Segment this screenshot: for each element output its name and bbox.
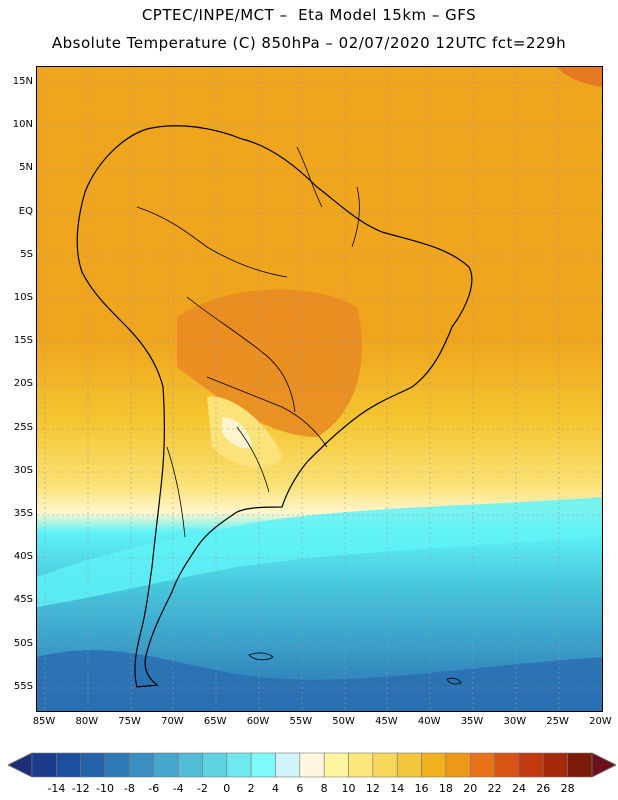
chart-title-line2: Absolute Temperature (C) 850hPa – 02/07/… xyxy=(51,34,567,52)
lon-label: 60W xyxy=(246,716,270,727)
lon-label: 45W xyxy=(375,716,398,727)
colorbar-tick-label: -12 xyxy=(71,782,90,795)
lat-label: 10S xyxy=(13,292,33,303)
colorbar-tick-label: 14 xyxy=(390,782,405,795)
colorbar-swatch xyxy=(202,752,228,778)
lat-label: 25S xyxy=(13,421,33,433)
colorbar-swatch xyxy=(445,752,471,778)
colorbar-tick-label: 26 xyxy=(536,782,551,795)
lat-label: EQ xyxy=(18,205,33,217)
lat-label: 50S xyxy=(13,637,33,649)
colorbar-tick-label: 20 xyxy=(463,782,478,795)
lon-label: 85W xyxy=(32,716,56,727)
lon-label: 75W xyxy=(118,716,141,727)
south-america-coastline xyxy=(76,125,473,688)
lon-label: 35W xyxy=(460,716,484,727)
deep-cold-region xyxy=(37,650,602,711)
colorbar-swatch xyxy=(494,752,520,778)
lon-label: 55W xyxy=(289,716,313,727)
colorbar-max-arrow xyxy=(591,752,616,778)
falkland-islands xyxy=(248,652,274,661)
colorbar-tick-label: -14 xyxy=(47,782,66,795)
colorbar-swatch xyxy=(104,752,130,778)
lat-label: 15N xyxy=(12,76,33,87)
colorbar-swatch xyxy=(567,752,593,778)
lat-label: 35S xyxy=(13,508,33,519)
lat-label: 5N xyxy=(19,162,33,174)
colorbar-tick-label: -8 xyxy=(123,782,135,795)
colorbar-swatch xyxy=(348,752,374,778)
colorbar-swatch xyxy=(323,752,349,778)
colorbar-tick-label: 8 xyxy=(320,782,328,795)
colorbar-tick-label: 10 xyxy=(341,782,356,795)
lon-label: 20W xyxy=(589,716,612,727)
colorbar-swatch xyxy=(250,752,276,778)
colorbar-tick-label: 28 xyxy=(560,782,575,795)
colorbar-swatch xyxy=(129,752,155,778)
colorbar-tick-label: 4 xyxy=(271,782,279,795)
chart-title-line1: CPTEC/INPE/MCT – Eta Model 15km – GFS xyxy=(141,6,477,24)
colorbar-tick-label: 16 xyxy=(414,782,429,795)
map-canvas xyxy=(37,67,602,711)
temperature-map xyxy=(36,66,603,712)
lon-label: 70W xyxy=(161,716,184,727)
lon-label: 80W xyxy=(75,716,99,727)
lon-label: 40W xyxy=(417,716,441,727)
colorbar-swatch xyxy=(518,752,544,778)
colorbar-tick-label: -10 xyxy=(96,782,115,795)
colorbar-tick-label: 12 xyxy=(365,782,380,795)
lat-label: 15S xyxy=(13,335,33,347)
colorbar-swatch xyxy=(226,752,252,778)
colorbar-tick-label: -2 xyxy=(196,782,208,795)
colorbar-tick-label: 2 xyxy=(247,782,255,795)
lon-label: 65W xyxy=(203,716,227,727)
colorbar-swatch xyxy=(80,752,106,778)
colorbar-tick-label: -4 xyxy=(172,782,184,795)
colorbar-swatch xyxy=(372,752,398,778)
colorbar-swatch xyxy=(299,752,325,778)
colorbar-swatch xyxy=(177,752,203,778)
south-georgia-island xyxy=(446,677,462,685)
colorbar-swatch xyxy=(396,752,422,778)
colorbar-swatch xyxy=(543,752,568,778)
lon-label: 25W xyxy=(546,716,569,727)
lat-label: 30S xyxy=(13,464,33,476)
colorbar-tick-label: 6 xyxy=(296,782,304,795)
colorbar-swatch xyxy=(31,752,57,778)
lat-label: 5S xyxy=(20,248,33,260)
lon-label: 50W xyxy=(332,716,355,727)
lat-label: 20S xyxy=(13,378,33,390)
colorbar-swatch xyxy=(56,752,81,778)
colorbar-tick-label: 0 xyxy=(223,782,231,795)
country-borders xyxy=(136,146,360,538)
pale-core-region xyxy=(222,417,252,449)
lat-label: 45S xyxy=(13,594,33,606)
lon-label: 30W xyxy=(503,716,527,727)
colorbar-swatch xyxy=(421,752,447,778)
colorbar-swatch xyxy=(153,752,179,778)
colorbar-tick-label: 22 xyxy=(487,782,502,795)
colorbar-swatch xyxy=(275,752,301,778)
colorbar-tick-label: -6 xyxy=(148,782,160,795)
colorbar xyxy=(8,752,616,778)
colorbar-min-arrow xyxy=(8,752,33,778)
colorbar-tick-label: 18 xyxy=(438,782,453,795)
cold-front-band xyxy=(37,497,602,607)
lat-label: 40S xyxy=(13,551,33,563)
colorbar-tick-label: 24 xyxy=(511,782,526,795)
lat-label: 55S xyxy=(13,680,33,692)
colorbar-swatch xyxy=(469,752,495,778)
hot-ne-corner xyxy=(557,67,602,87)
lat-label: 10N xyxy=(12,119,33,131)
